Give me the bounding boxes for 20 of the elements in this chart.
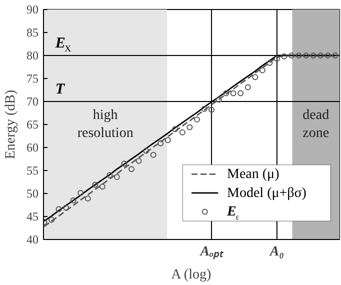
y-tick-label: 70 bbox=[26, 94, 38, 108]
ref-line-label: T bbox=[55, 82, 66, 98]
y-tick-label: 90 bbox=[26, 2, 38, 16]
y-tick-label: 40 bbox=[26, 232, 38, 246]
y-tick-label: 75 bbox=[26, 72, 38, 86]
legend-label: Model (μ+βσ) bbox=[227, 186, 307, 201]
annotation: dead zone bbox=[302, 108, 330, 141]
y-tick-label: 80 bbox=[26, 48, 38, 62]
y-tick-label: 50 bbox=[26, 186, 38, 200]
x-axis-title: A (log) bbox=[171, 268, 212, 282]
legend-label: Mean (μ) bbox=[227, 167, 280, 182]
y-tick-label: 55 bbox=[26, 164, 38, 178]
y-tick-label: 45 bbox=[26, 210, 38, 224]
annotation: high resolution bbox=[77, 108, 134, 141]
y-tick-label: 85 bbox=[26, 26, 38, 40]
x-tick-label: A₀ bbox=[268, 244, 284, 260]
y-axis-title: Energy (dB) bbox=[4, 89, 18, 160]
y-tick-label: 60 bbox=[26, 140, 38, 154]
x-tick-label: Aₒₚₜ bbox=[199, 244, 225, 260]
y-tick-label: 65 bbox=[26, 118, 38, 132]
